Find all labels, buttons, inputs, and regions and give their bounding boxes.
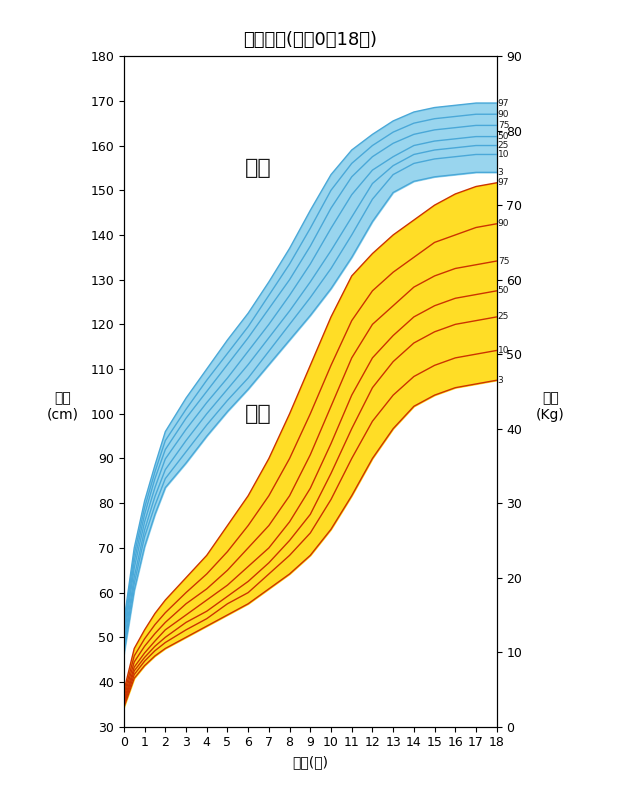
Text: 25: 25 <box>498 313 509 322</box>
Text: 3: 3 <box>498 168 503 177</box>
Text: 身長: 身長 <box>245 158 272 178</box>
Text: 97: 97 <box>498 178 509 187</box>
Text: 3: 3 <box>498 376 503 385</box>
Text: 90: 90 <box>498 219 509 228</box>
Text: 50: 50 <box>498 286 509 295</box>
Y-axis label: 体重
(Kg): 体重 (Kg) <box>536 391 564 422</box>
Text: 10: 10 <box>498 346 509 355</box>
Text: 75: 75 <box>498 257 509 266</box>
Text: 90: 90 <box>498 110 509 118</box>
Text: 25: 25 <box>498 141 509 150</box>
Text: 50: 50 <box>498 132 509 141</box>
Text: 体重: 体重 <box>245 404 272 424</box>
Text: パーセンタイル値: パーセンタイル値 <box>0 799 1 800</box>
Text: パーセンタイル値: パーセンタイル値 <box>0 799 1 800</box>
Y-axis label: 身長
(cm): 身長 (cm) <box>47 391 79 422</box>
X-axis label: 年齢(歳): 年齢(歳) <box>292 755 328 769</box>
Text: 10: 10 <box>498 150 509 159</box>
Title: 成長曲線(女子0〜18歳): 成長曲線(女子0〜18歳) <box>243 31 377 49</box>
Text: 97: 97 <box>498 98 509 107</box>
Text: 75: 75 <box>498 121 509 130</box>
